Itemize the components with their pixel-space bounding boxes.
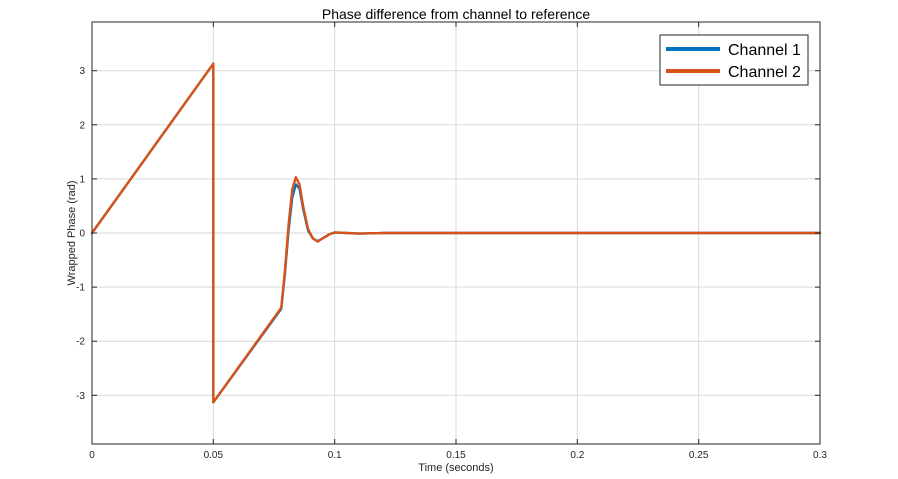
plot-series (90, 62, 822, 404)
x-axis-label: Time (seconds) (418, 462, 493, 474)
y-tick-label: -1 (76, 283, 85, 294)
x-tick-label: 0 (89, 450, 95, 461)
x-tick-label: 0.1 (328, 450, 342, 461)
chart-title: Phase difference from channel to referen… (322, 6, 590, 22)
legend-box (659, 34, 809, 86)
axis-ticks: 0 0.05 0.1 0.15 0.2 0.25 0.3 -3 -2 -1 0 1 2 3 (76, 22, 827, 461)
x-tick-label: 0.3 (813, 450, 827, 461)
y-tick-label: 0 (79, 229, 85, 240)
legend-label: Channel 1 (728, 42, 801, 59)
y-tick-label: 3 (79, 66, 85, 77)
series-line-channel-2 (90, 62, 822, 404)
y-axis-label: Wrapped Phase (rad) (66, 181, 78, 286)
x-tick-label: 0.25 (689, 450, 709, 461)
y-tick-label: -2 (76, 337, 85, 348)
x-tick-label: 0.15 (446, 450, 466, 461)
y-tick-label: 2 (79, 120, 85, 131)
y-tick-label: 1 (79, 174, 85, 185)
legend-label: Channel 2 (728, 64, 801, 81)
x-tick-label: 0.05 (204, 450, 224, 461)
legend: Channel 1 Channel 2 (659, 34, 809, 86)
y-tick-label: -3 (76, 391, 85, 402)
x-tick-label: 0.2 (570, 450, 584, 461)
